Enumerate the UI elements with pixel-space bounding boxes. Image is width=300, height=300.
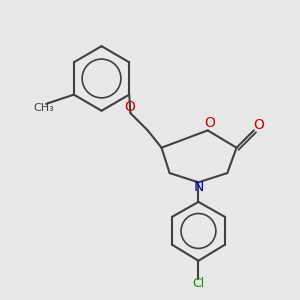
Text: O: O xyxy=(205,116,215,130)
Text: O: O xyxy=(253,118,264,132)
Text: O: O xyxy=(124,100,135,114)
Text: N: N xyxy=(193,180,204,194)
Text: CH₃: CH₃ xyxy=(34,103,54,113)
Text: Cl: Cl xyxy=(192,277,205,290)
